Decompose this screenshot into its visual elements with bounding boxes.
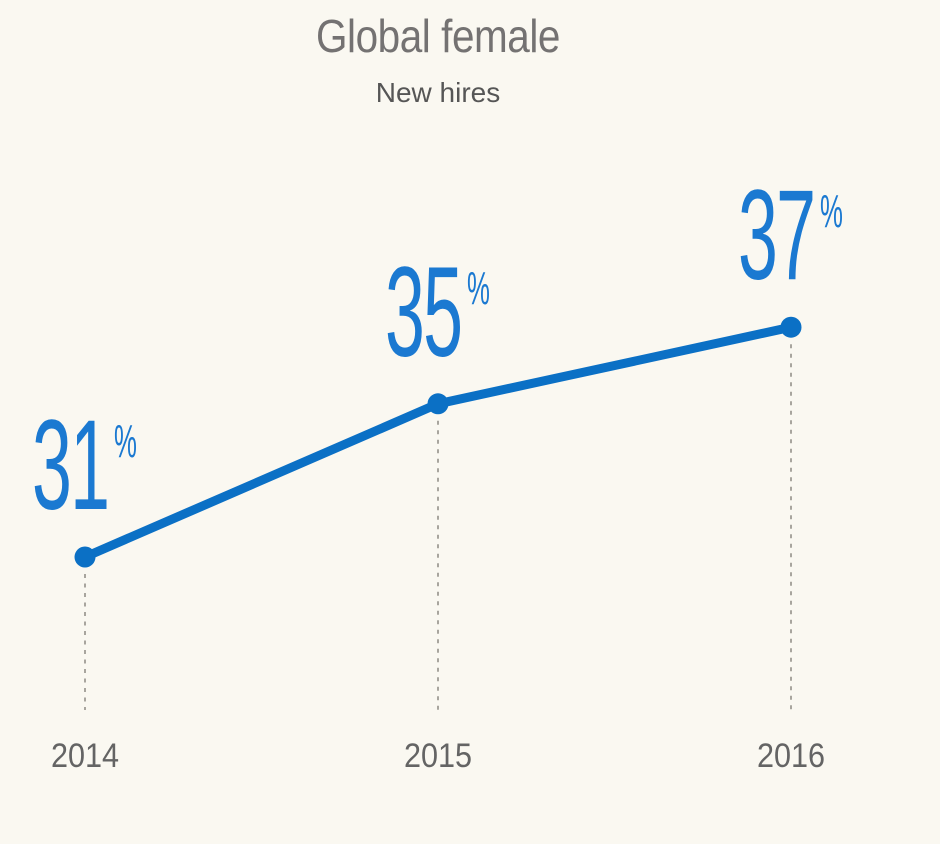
value-label: 31% bbox=[32, 402, 137, 530]
chart-title: Global female bbox=[315, 10, 561, 62]
x-axis-label: 2015 bbox=[403, 737, 473, 775]
data-point bbox=[74, 546, 96, 568]
chart-subtitle: New hires bbox=[375, 76, 501, 108]
percent-sign: % bbox=[819, 185, 843, 238]
x-axis-label: 2014 bbox=[50, 737, 120, 775]
data-point bbox=[427, 393, 449, 415]
percent-sign: % bbox=[113, 415, 137, 467]
data-point bbox=[780, 316, 802, 338]
value-label: 37% bbox=[738, 172, 843, 300]
x-axis-label: 2016 bbox=[756, 737, 826, 775]
value-number: 31 bbox=[32, 394, 110, 537]
value-number: 37 bbox=[738, 164, 816, 308]
chart-header: Global female New hires bbox=[0, 0, 876, 107]
value-number: 35 bbox=[385, 240, 463, 384]
percent-sign: % bbox=[466, 261, 490, 314]
value-label: 35% bbox=[385, 240, 490, 384]
